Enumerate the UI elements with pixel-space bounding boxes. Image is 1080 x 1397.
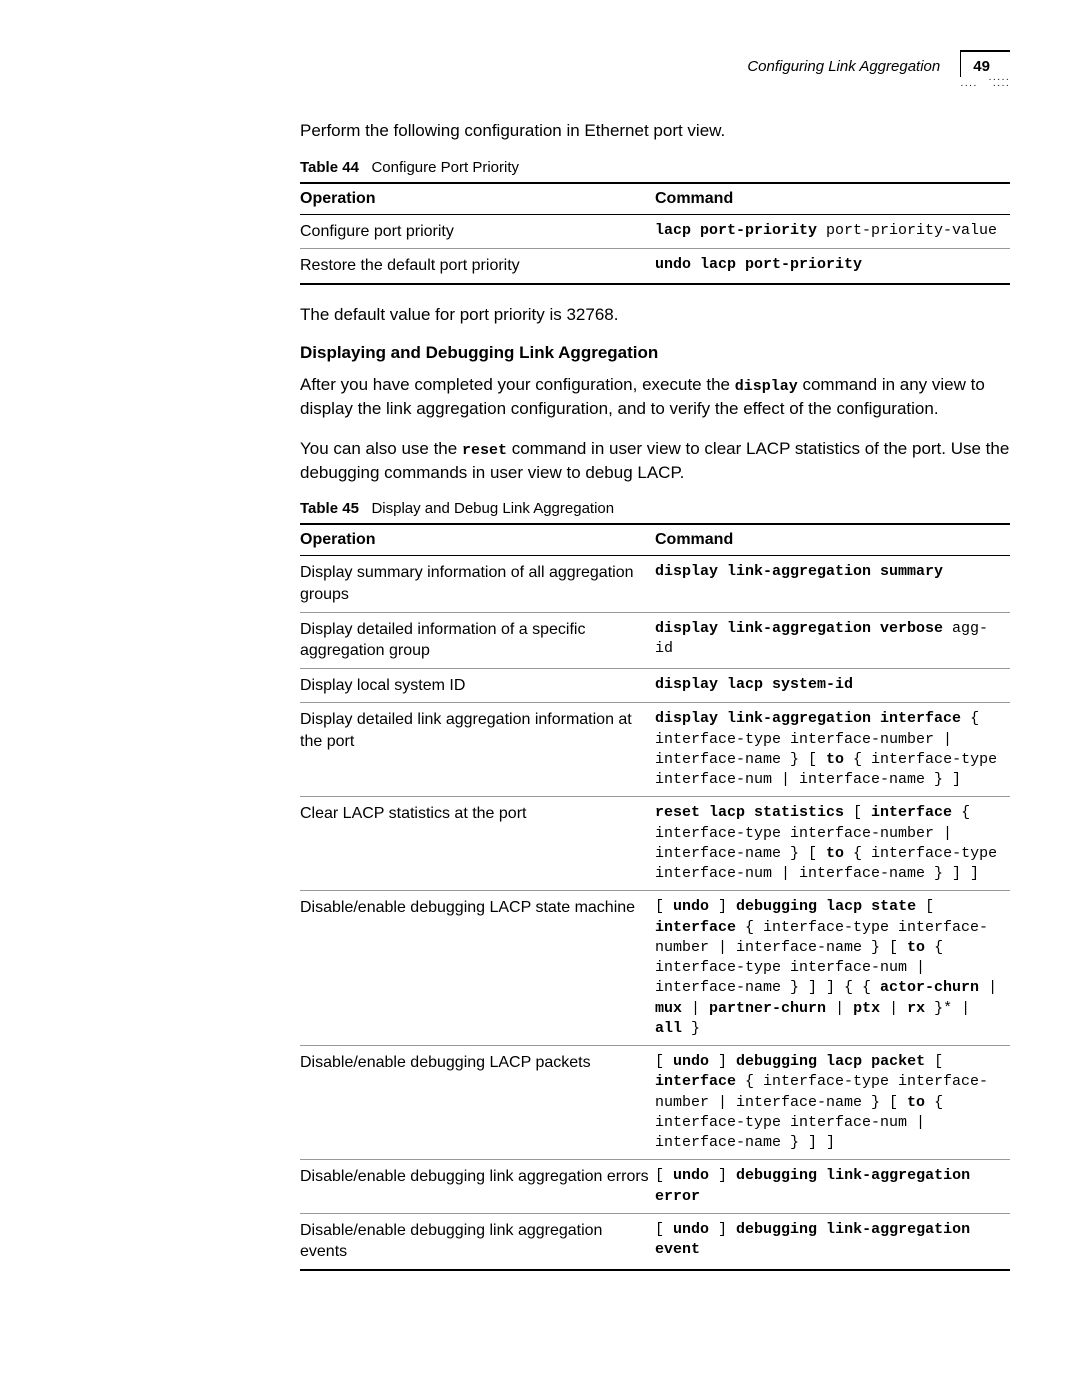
table-cell-operation: Restore the default port priority [300,249,655,284]
table44-body: Configure port prioritylacp port-priorit… [300,214,1010,284]
section-heading: Displaying and Debugging Link Aggregatio… [300,343,1010,363]
table-cell-operation: Display detailed link aggregation inform… [300,703,655,797]
table-row: Disable/enable debugging LACP packets[ u… [300,1046,1010,1160]
intro-paragraph: Perform the following configuration in E… [300,119,1010,143]
table-cell-command: display link-aggregation verbose agg-id [655,612,1010,668]
table45: Operation Command Display summary inform… [300,523,1010,1271]
table-cell-command: [ undo ] debugging lacp packet [ interfa… [655,1046,1010,1160]
table-row: Display summary information of all aggre… [300,556,1010,612]
table-row: Configure port prioritylacp port-priorit… [300,214,1010,249]
table-cell-command: [ undo ] debugging link-aggregation erro… [655,1160,1010,1214]
table-cell-operation: Display detailed information of a specif… [300,612,655,668]
table-cell-command: lacp port-priority port-priority-value [655,214,1010,249]
table-cell-operation: Display summary information of all aggre… [300,556,655,612]
table-row: Clear LACP statistics at the portreset l… [300,797,1010,891]
table45-body: Display summary information of all aggre… [300,556,1010,1270]
table-row: Disable/enable debugging link aggregatio… [300,1160,1010,1214]
table-cell-command: [ undo ] debugging lacp state [ interfac… [655,891,1010,1046]
table44-caption-text: Configure Port Priority [371,159,519,176]
table44-caption: Table 44 Configure Port Priority [300,159,1010,176]
table-row: Disable/enable debugging link aggregatio… [300,1213,1010,1270]
table-cell-operation: Disable/enable debugging link aggregatio… [300,1160,655,1214]
table44: Operation Command Configure port priorit… [300,182,1010,285]
paragraph-1: After you have completed your configurat… [300,373,1010,421]
table-cell-operation: Display local system ID [300,668,655,703]
table45-label: Table 45 [300,500,359,517]
table45-caption: Table 45 Display and Debug Link Aggregat… [300,500,1010,517]
decorative-dots: ········· ···· [960,77,1010,89]
default-paragraph: The default value for port priority is 3… [300,303,1010,327]
table-cell-operation: Configure port priority [300,214,655,249]
main-content: Perform the following configuration in E… [300,119,1010,1271]
table-cell-operation: Disable/enable debugging link aggregatio… [300,1213,655,1270]
table-cell-command: display link-aggregation summary [655,556,1010,612]
table-cell-command: reset lacp statistics [ interface { inte… [655,797,1010,891]
page-number: 49 [960,50,1010,77]
table45-caption-text: Display and Debug Link Aggregation [371,500,614,517]
table-row: Display detailed information of a specif… [300,612,1010,668]
table-cell-command: display link-aggregation interface { int… [655,703,1010,797]
table44-col-operation: Operation [300,183,655,215]
table-cell-command: [ undo ] debugging link-aggregation even… [655,1213,1010,1270]
table-cell-operation: Disable/enable debugging LACP packets [300,1046,655,1160]
header-section-title: Configuring Link Aggregation [747,50,940,75]
table-row: Disable/enable debugging LACP state mach… [300,891,1010,1046]
table-cell-command: display lacp system-id [655,668,1010,703]
paragraph-2: You can also use the reset command in us… [300,437,1010,485]
table-cell-operation: Disable/enable debugging LACP state mach… [300,891,655,1046]
page-header: Configuring Link Aggregation 49 ········… [70,50,1010,89]
table45-col-command: Command [655,524,1010,556]
table44-col-command: Command [655,183,1010,215]
table-cell-operation: Clear LACP statistics at the port [300,797,655,891]
page-number-block: 49 ········· ···· [960,50,1010,89]
table-row: Display detailed link aggregation inform… [300,703,1010,797]
table-row: Restore the default port priorityundo la… [300,249,1010,284]
table-row: Display local system IDdisplay lacp syst… [300,668,1010,703]
table45-col-operation: Operation [300,524,655,556]
table44-label: Table 44 [300,159,359,176]
table-cell-command: undo lacp port-priority [655,249,1010,284]
